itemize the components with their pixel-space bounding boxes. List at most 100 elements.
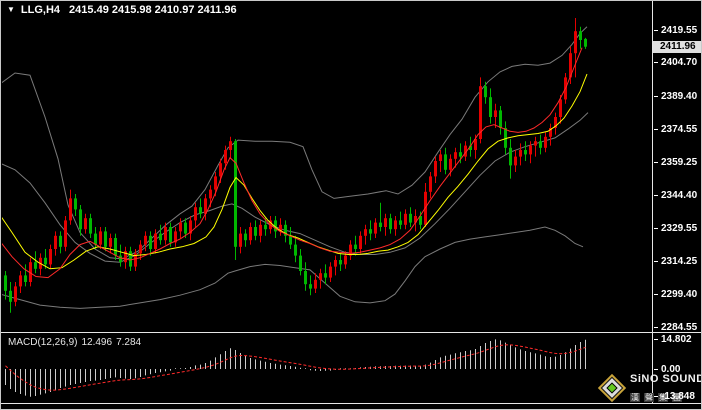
candle-body — [154, 233, 157, 249]
candle-body — [494, 110, 497, 117]
tick-label: -13.848 — [661, 391, 695, 402]
candle-body — [579, 31, 582, 40]
watermark-char: 漢 — [630, 393, 640, 402]
tick-dash — [654, 162, 658, 163]
candle-body — [439, 154, 442, 161]
macd-signal-line — [5, 344, 586, 391]
candle-body — [174, 231, 177, 243]
candle-body — [14, 286, 17, 302]
candle-body — [314, 279, 317, 289]
candle-body — [554, 117, 557, 128]
candle-body — [4, 275, 7, 291]
candle-body — [384, 218, 387, 227]
tick-label: 2359.25 — [661, 157, 698, 168]
candle-body — [169, 227, 172, 243]
macd-indicator-label: MACD(12,26,9) 12.496 7.284 — [8, 337, 145, 348]
candle-body — [284, 224, 287, 236]
candle-body — [489, 97, 492, 117]
candle-body — [109, 238, 112, 247]
price-axis-divider — [652, 1, 653, 403]
candle-body — [159, 233, 162, 241]
candle-body — [99, 231, 102, 245]
candle-body — [339, 260, 342, 265]
tick-label: 2314.25 — [661, 256, 698, 267]
candle-body — [184, 222, 187, 234]
candles — [4, 18, 587, 313]
candle-body — [449, 158, 452, 170]
tick-label: 2404.70 — [661, 57, 698, 68]
candle-body — [234, 141, 237, 247]
candle-body — [189, 220, 192, 234]
current-price-label: 2411.96 — [653, 41, 702, 53]
candle-body — [29, 262, 32, 282]
candle-body — [409, 213, 412, 223]
candle-body — [194, 207, 197, 221]
tick-dash — [654, 396, 658, 397]
tick-dash — [654, 30, 658, 31]
candle-body — [44, 257, 47, 265]
candle-body — [114, 238, 117, 256]
candle-body — [419, 216, 422, 225]
candle-body — [119, 255, 122, 263]
candle-body — [364, 229, 367, 236]
price-axis[interactable]: 2419.55 2404.70 2389.40 2374.55 2359.25 2344.… — [653, 0, 702, 333]
candle-body — [464, 145, 467, 157]
bollinger-middle-band — [2, 112, 589, 263]
candle-body — [124, 251, 127, 263]
ohlc-values: 2415.49 2415.98 2410.97 2411.96 — [69, 4, 237, 16]
tick-label: 2374.55 — [661, 124, 698, 135]
candle-body — [209, 189, 212, 199]
ma-yellow-line — [2, 73, 588, 270]
candle-body — [389, 218, 392, 230]
candle-body — [129, 251, 132, 267]
tick-dash — [654, 369, 658, 370]
candle-body — [84, 218, 87, 230]
macd-name: MACD(12,26,9) — [8, 337, 78, 348]
tick-label: 2344.40 — [661, 190, 698, 201]
candle-body — [79, 209, 82, 230]
candle-body — [344, 255, 347, 265]
candle-body — [104, 231, 107, 247]
candle-body — [94, 233, 97, 245]
tick-dash — [654, 62, 658, 63]
tick-label: 2389.40 — [661, 91, 698, 102]
candle-body — [444, 154, 447, 170]
candle-body — [324, 273, 327, 278]
macd-signal-value: 7.284 — [116, 337, 142, 348]
candle-body — [559, 99, 562, 117]
watermark-char: 集 — [658, 393, 668, 402]
macd-axis[interactable]: 14.802 0.00 -13.848 — [653, 332, 702, 403]
watermark-chinese-text: 漢聲集團 — [630, 387, 702, 405]
candle-body — [279, 224, 282, 232]
candle-body — [479, 86, 482, 139]
candle-body — [229, 141, 232, 150]
chart-titlebar: ▼ LLG,H4 2415.49 2415.98 2410.97 2411.96 — [7, 4, 237, 17]
candle-body — [539, 141, 542, 148]
candle-body — [219, 163, 222, 177]
candle-body — [244, 233, 247, 241]
tick-label: 0.00 — [661, 364, 681, 375]
candle-body — [529, 145, 532, 155]
tick-dash — [654, 261, 658, 262]
candle-body — [74, 198, 77, 210]
candle-body — [249, 227, 252, 241]
tick-dash — [654, 129, 658, 130]
candle-body — [144, 235, 147, 245]
candle-body — [394, 220, 397, 230]
candle-body — [534, 141, 537, 146]
tick-dash — [654, 327, 658, 328]
candle-body — [429, 176, 432, 192]
candle-body — [499, 110, 502, 128]
candle-body — [309, 284, 312, 289]
candle-body — [164, 227, 167, 241]
candle-body — [19, 275, 22, 287]
candle-body — [299, 255, 302, 271]
tick-label: 2299.40 — [661, 289, 698, 300]
tick-label: 2419.55 — [661, 25, 698, 36]
macd-panel-separator — [0, 332, 702, 333]
symbol-dropdown-icon[interactable]: ▼ — [7, 5, 15, 14]
candle-body — [59, 235, 62, 247]
candle-body — [319, 273, 322, 280]
candle-body — [304, 271, 307, 285]
